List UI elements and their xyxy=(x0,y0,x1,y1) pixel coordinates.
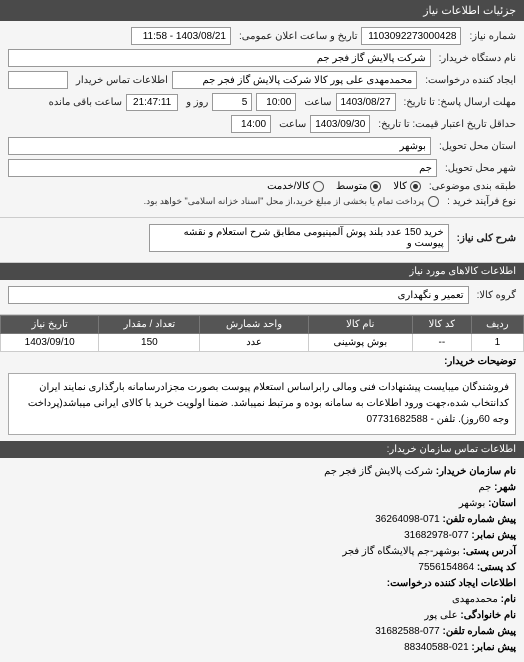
announce-date-label: تاریخ و ساعت اعلان عمومی: xyxy=(239,31,358,42)
family-value: علی پور xyxy=(424,610,457,621)
contact-section-title: اطلاعات تماس سازمان خریدار: xyxy=(0,441,524,458)
org-value: شرکت پالایش گاز فجر جم xyxy=(324,466,433,477)
phone-label: پیش شماره تلفن: xyxy=(443,514,516,525)
col-date: تاریخ نیاز xyxy=(1,316,99,334)
time-label-1: ساعت xyxy=(304,97,331,108)
postal-code-value: 7556154864 xyxy=(418,562,474,573)
radio-goods[interactable]: کالا xyxy=(393,181,421,192)
cell-row: 1 xyxy=(471,334,523,352)
col-row: ردیف xyxy=(471,316,523,334)
request-number-label: شماره نیاز: xyxy=(469,31,516,42)
buyer-contact-field[interactable] xyxy=(8,71,68,89)
deadline-time-field: 10:00 xyxy=(256,93,296,111)
goods-section-title: اطلاعات کالاهای مورد نیاز xyxy=(0,263,524,280)
purchase-type-radio[interactable] xyxy=(428,196,439,207)
postal-address-label: آدرس پستی: xyxy=(463,546,516,557)
goods-group-section: گروه کالا: تعمیر و نگهداری xyxy=(0,280,524,315)
announce-date-field: 1403/08/21 - 11:58 xyxy=(131,27,231,45)
delivery-city-field: جم xyxy=(8,159,437,177)
radio-service[interactable]: کالا/خدمت xyxy=(267,181,324,192)
cell-name: بوش پوشینی xyxy=(308,334,412,352)
page-header: جزئیات اطلاعات نیاز xyxy=(0,0,524,21)
buyer-desc-text: فروشندگان میبایست پیشنهادات فنی ومالی را… xyxy=(8,373,516,435)
col-unit: واحد شمارش xyxy=(200,316,308,334)
days-remaining-field: 5 xyxy=(212,93,252,111)
validity-date-field: 1403/09/30 xyxy=(310,115,370,133)
page-title: جزئیات اطلاعات نیاز xyxy=(423,5,516,17)
postal-address-value: بوشهر-جم پالایشگاه گاز فجر xyxy=(342,546,459,557)
goods-table: ردیف کد کالا نام کالا واحد شمارش تعداد /… xyxy=(0,315,524,352)
col-code: کد کالا xyxy=(412,316,471,334)
deadline-label: مهلت ارسال پاسخ: تا تاریخ: xyxy=(404,97,516,108)
radio-medium-label: متوسط xyxy=(336,181,367,192)
deadline-date-field: 1403/08/27 xyxy=(336,93,396,111)
col-qty: تعداد / مقدار xyxy=(99,316,200,334)
province-value: بوشهر xyxy=(459,498,485,509)
city-value: جم xyxy=(479,482,492,493)
category-label: طبقه بندی موضوعی: xyxy=(429,181,516,192)
phone2-label: پیش شماره تلفن: xyxy=(443,626,516,637)
general-desc-label: شرح کلی نیاز: xyxy=(457,233,516,244)
col-name: نام کالا xyxy=(308,316,412,334)
radio-service-label: کالا/خدمت xyxy=(267,181,310,192)
requester-label: ایجاد کننده درخواست: xyxy=(425,75,516,86)
table-header-row: ردیف کد کالا نام کالا واحد شمارش تعداد /… xyxy=(1,316,524,334)
radio-medium-icon xyxy=(370,181,381,192)
cell-unit: عدد xyxy=(200,334,308,352)
org-label: نام سازمان خریدار: xyxy=(436,466,516,477)
buyer-org-label: نام دستگاه خریدار: xyxy=(439,53,516,64)
time-label-2: ساعت xyxy=(279,119,306,130)
radio-goods-icon xyxy=(410,181,421,192)
days-label: روز و xyxy=(186,97,208,108)
requester-field: محمدمهدی علی پور کالا شرکت پالایش گاز فج… xyxy=(172,71,417,89)
fax-prefix-label: پیش نمابر: xyxy=(471,530,516,541)
cell-qty: 150 xyxy=(99,334,200,352)
requester-info-label: اطلاعات ایجاد کننده درخواست: xyxy=(8,576,516,592)
buyer-org-field: شرکت پالایش گاز فجر جم xyxy=(8,49,431,67)
name-value: محمدمهدی xyxy=(452,594,498,605)
goods-group-label: گروه کالا: xyxy=(477,290,516,301)
remain-suffix: ساعت باقی مانده xyxy=(49,97,122,108)
contact-section: نام سازمان خریدار: شرکت پالایش گاز فجر ج… xyxy=(0,458,524,662)
delivery-province-field: بوشهر xyxy=(8,137,431,155)
radio-medium[interactable]: متوسط xyxy=(336,181,381,192)
cell-date: 1403/09/10 xyxy=(1,334,99,352)
validity-time-field: 14:00 xyxy=(231,115,271,133)
purchase-note: پرداخت تمام یا بخشی از مبلغ خرید،از محل … xyxy=(144,196,424,207)
name-label: نام: xyxy=(501,594,516,605)
fax2-value: 021-88340588 xyxy=(404,642,469,653)
time-remaining-field: 21:47:11 xyxy=(126,94,178,111)
general-desc-section: شرح کلی نیاز: خرید 150 عدد بلند پوش آلمی… xyxy=(0,218,524,263)
phone2-value: 077-31682588 xyxy=(375,626,440,637)
request-number-field: 1103092273000428 xyxy=(361,27,461,45)
table-row: 1 -- بوش پوشینی عدد 150 1403/09/10 xyxy=(1,334,524,352)
buyer-contact-label: اطلاعات تماس خریدار xyxy=(76,75,168,86)
family-label: نام خانوادگی: xyxy=(460,610,516,621)
goods-group-field: تعمیر و نگهداری xyxy=(8,286,469,304)
province-label: استان: xyxy=(488,498,516,509)
request-info-section: شماره نیاز: 1103092273000428 تاریخ و ساع… xyxy=(0,21,524,218)
cell-code: -- xyxy=(412,334,471,352)
delivery-province-label: استان محل تحویل: xyxy=(439,141,516,152)
purchase-type-label: نوع فرآیند خرید : xyxy=(447,196,516,207)
buyer-desc-label: توضیحات خریدار: xyxy=(8,356,516,367)
delivery-city-label: شهر محل تحویل: xyxy=(445,163,516,174)
fax-prefix-value: 077-31682978 xyxy=(404,530,469,541)
phone-value: 071-36264098 xyxy=(375,514,440,525)
city-label: شهر: xyxy=(494,482,516,493)
postal-code-label: کد پستی: xyxy=(477,562,516,573)
category-radio-group: کالا متوسط کالا/خدمت xyxy=(267,181,421,192)
validity-label: حداقل تاریخ اعتبار قیمت: تا تاریخ: xyxy=(378,119,516,130)
general-desc-field: خرید 150 عدد بلند پوش آلمینیومی مطابق شر… xyxy=(149,224,449,252)
radio-goods-label: کالا xyxy=(393,181,407,192)
radio-service-icon xyxy=(313,181,324,192)
fax2-label: پیش نمابر: xyxy=(471,642,516,653)
